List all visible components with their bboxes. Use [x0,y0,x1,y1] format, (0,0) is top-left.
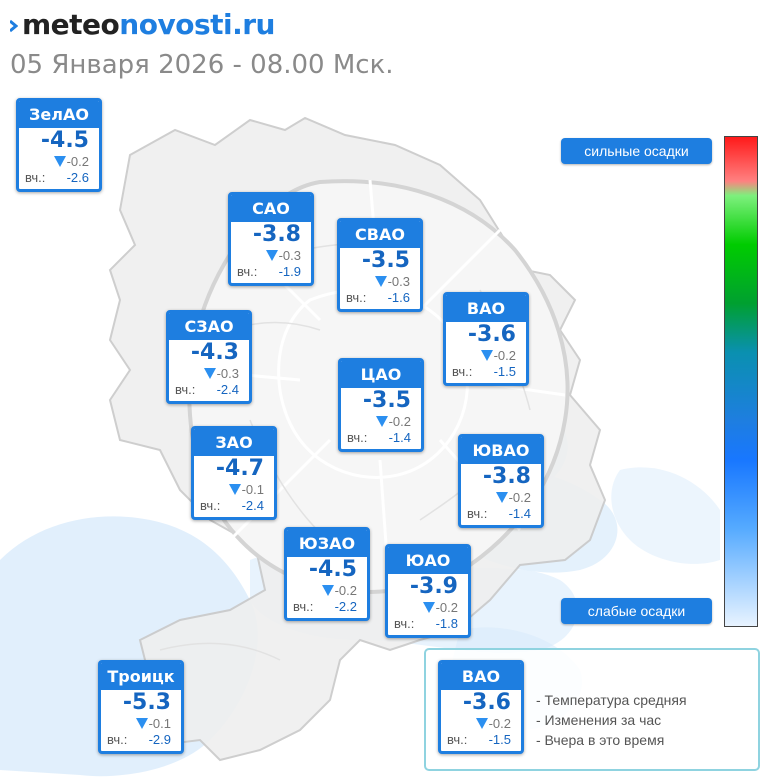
hourly-change: -0.2 [388,600,468,616]
avg-temperature: -5.3 [122,690,171,715]
scale-label-light: слабые осадки [561,598,712,624]
down-triangle-icon [265,250,278,261]
district-name: ЮАО [388,547,468,574]
district-card-cao[interactable]: ЦАО -3.5 -0.2 вч.: -1.4 [338,358,424,452]
forecast-date: 05 Января 2026 - 08.00 Мск. [10,50,394,80]
district-card-troitsk[interactable]: Троицк -5.3 -0.1 вч.: -2.9 [98,660,184,754]
yesterday-row: вч.: -1.5 [452,364,516,379]
district-card-svao[interactable]: СВАО -3.5 -0.3 вч.: -1.6 [337,218,423,312]
down-triangle-icon [375,416,388,427]
avg-temperature: -4.5 [40,128,89,153]
avg-temperature: -3.6 [462,690,511,715]
site-logo[interactable]: meteo novosti.ru [10,6,275,42]
district-name: СЗАО [169,313,249,340]
district-name: ЗАО [194,429,274,456]
hourly-change: -0.1 [194,482,274,498]
down-triangle-icon [135,718,148,729]
down-triangle-icon [203,368,216,379]
road-southwest [228,438,332,542]
hourly-change: -0.2 [461,490,541,506]
logo-text-meteo: meteo [22,7,120,41]
district-name: ЮЗАО [287,530,367,557]
yesterday-row: вч.: -2.4 [175,382,239,397]
legend-box: ВАО -3.6 -0.2 вч.: -1.5 - Температура сре… [424,648,760,771]
avg-temperature: -4.7 [215,456,264,481]
down-triangle-icon [480,350,493,361]
yesterday-row: вч.: -2.9 [107,732,171,747]
down-triangle-icon [374,276,387,287]
avg-temperature: -3.5 [362,388,411,413]
district-name: Троицк [101,663,181,690]
district-name: ЗелАО [19,101,99,128]
yesterday-row: вч.: -1.4 [467,506,531,521]
yesterday-row: вч.: -1.9 [237,264,301,279]
legend-item-yesterday: - Вчера в это время [536,732,665,748]
legend-items: - Температура средняя - Изменения за час… [536,690,687,750]
yesterday-row: вч.: -1.4 [347,430,411,445]
legend-item-avg-temp: - Температура средняя [536,692,687,708]
avg-temperature: -3.6 [467,322,516,347]
down-triangle-icon [228,484,241,495]
district-card-zao[interactable]: ЗАО -4.7 -0.1 вч.: -2.4 [191,426,277,520]
avg-temperature: -3.5 [361,248,410,273]
legend-sample-card: ВАО -3.6 -0.2 вч.: -1.5 [438,660,524,754]
hourly-change: -0.2 [441,716,521,732]
hourly-change: -0.2 [341,414,421,430]
district-name: ВАО [446,295,526,322]
district-name: САО [231,195,311,222]
district-name: СВАО [340,221,420,248]
precipitation-scale-bar [724,136,758,627]
down-triangle-icon [53,156,66,167]
district-name: ЮВАО [461,437,541,464]
yesterday-row: вч.: -2.6 [25,170,89,185]
yesterday-row: вч.: -2.2 [293,599,357,614]
hourly-change: -0.2 [446,348,526,364]
yesterday-row: вч.: -2.4 [200,498,264,513]
down-triangle-icon [475,718,488,729]
logo-text-novosti: novosti.ru [119,7,275,41]
hourly-change: -0.3 [169,366,249,382]
hourly-change: -0.1 [101,716,181,732]
down-triangle-icon [495,492,508,503]
avg-temperature: -4.5 [308,557,357,582]
avg-temperature: -4.3 [190,340,239,365]
district-card-zelao[interactable]: ЗелАО -4.5 -0.2 вч.: -2.6 [16,98,102,192]
hourly-change: -0.3 [340,274,420,290]
district-name: ЦАО [341,361,421,388]
district-name: ВАО [441,663,521,690]
yesterday-row: вч.: -1.8 [394,616,458,631]
district-card-szao[interactable]: СЗАО -4.3 -0.3 вч.: -2.4 [166,310,252,404]
avg-temperature: -3.8 [252,222,301,247]
legend-item-hourly-change: - Изменения за час [536,712,662,728]
district-card-yuvao[interactable]: ЮВАО -3.8 -0.2 вч.: -1.4 [458,434,544,528]
district-card-yuao[interactable]: ЮАО -3.9 -0.2 вч.: -1.8 [385,544,471,638]
hourly-change: -0.2 [287,583,367,599]
district-card-vao[interactable]: ВАО -3.6 -0.2 вч.: -1.5 [443,292,529,386]
hourly-change: -0.3 [231,248,311,264]
logo-chevron-icon [10,19,18,33]
hourly-change: -0.2 [19,154,99,170]
yesterday-row: вч.: -1.6 [346,290,410,305]
down-triangle-icon [422,602,435,613]
yesterday-row: вч.: -1.5 [447,732,511,747]
district-card-sao[interactable]: САО -3.8 -0.3 вч.: -1.9 [228,192,314,286]
road-northeast [418,228,502,312]
precip-area-far-east [611,467,720,564]
avg-temperature: -3.8 [482,464,531,489]
avg-temperature: -3.9 [409,574,458,599]
scale-label-heavy: сильные осадки [561,138,712,164]
district-card-yuzao[interactable]: ЮЗАО -4.5 -0.2 вч.: -2.2 [284,527,370,621]
down-triangle-icon [321,585,334,596]
